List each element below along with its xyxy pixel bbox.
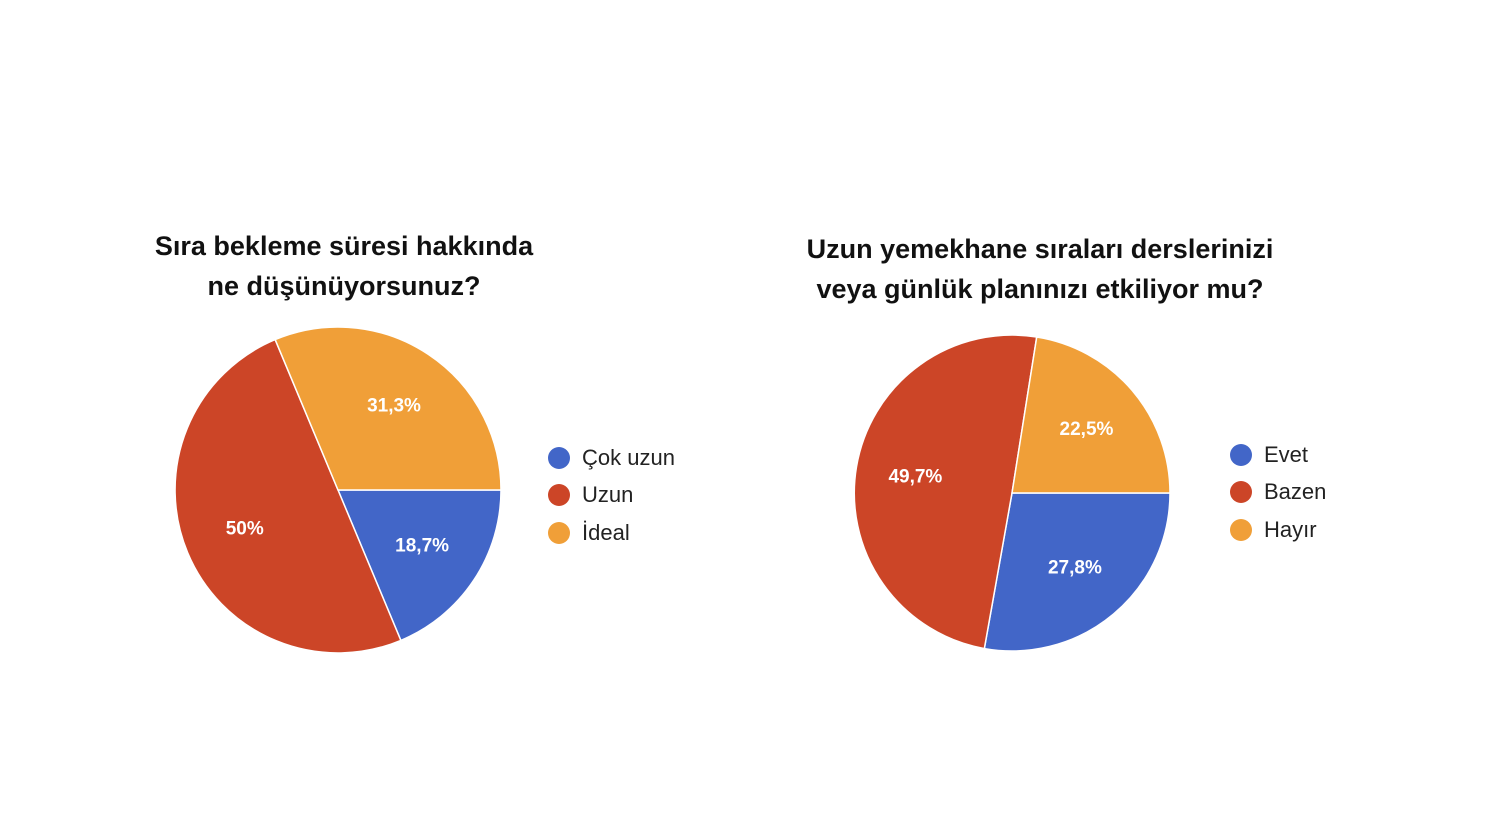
- legend-swatch: [548, 484, 570, 507]
- pie-slice: [1011, 336, 1171, 494]
- legend-swatch: [1230, 518, 1252, 541]
- slice-data-label: 50%: [226, 518, 264, 539]
- slice-data-label: 18,7%: [395, 536, 449, 557]
- legend-swatch: [1230, 481, 1252, 504]
- chart-title-line: ne düşünüyorsunuz?: [207, 271, 481, 301]
- legend-wait-time: Çok uzun Uzun İdeal: [548, 439, 675, 552]
- legend-item: Evet: [1230, 436, 1326, 474]
- legend-item: Hayır: [1230, 511, 1326, 549]
- legend-item: Çok uzun: [548, 439, 675, 477]
- chart-title-line: veya günlük planınızı etkiliyor mu?: [816, 274, 1264, 304]
- chart-title-schedule-impact: Uzun yemekhane sıraları derslerinizi vey…: [770, 229, 1310, 309]
- legend-label: Evet: [1264, 441, 1309, 467]
- legend-item: Bazen: [1230, 474, 1326, 512]
- legend-label: İdeal: [582, 519, 630, 545]
- chart-title-line: Uzun yemekhane sıraları derslerinizi: [806, 234, 1274, 264]
- chart-title-wait-time: Sıra bekleme süresi hakkında ne düşünüyo…: [104, 226, 584, 306]
- slice-data-label: 49,7%: [888, 466, 942, 487]
- legend-label: Çok uzun: [582, 444, 675, 470]
- pie-slice: [174, 338, 402, 654]
- legend-swatch: [548, 446, 570, 469]
- legend-label: Bazen: [1264, 479, 1327, 505]
- legend-item: Uzun: [548, 477, 675, 515]
- pie-slice: [336, 489, 502, 642]
- legend-schedule-impact: Evet Bazen Hayır: [1230, 436, 1326, 549]
- legend-swatch: [548, 521, 570, 544]
- slice-data-label: 22,5%: [1060, 419, 1114, 440]
- legend-label: Hayır: [1264, 516, 1317, 542]
- pie-slice: [274, 326, 502, 491]
- legend-item: İdeal: [548, 514, 675, 552]
- chart-title-line: Sıra bekleme süresi hakkında: [154, 231, 534, 261]
- legend-label: Uzun: [582, 482, 634, 508]
- legend-swatch: [1230, 443, 1252, 466]
- slice-data-label: 31,3%: [367, 395, 421, 416]
- pie-slice: [983, 492, 1171, 652]
- pie-slice: [853, 334, 1038, 650]
- slice-data-label: 27,8%: [1048, 558, 1102, 579]
